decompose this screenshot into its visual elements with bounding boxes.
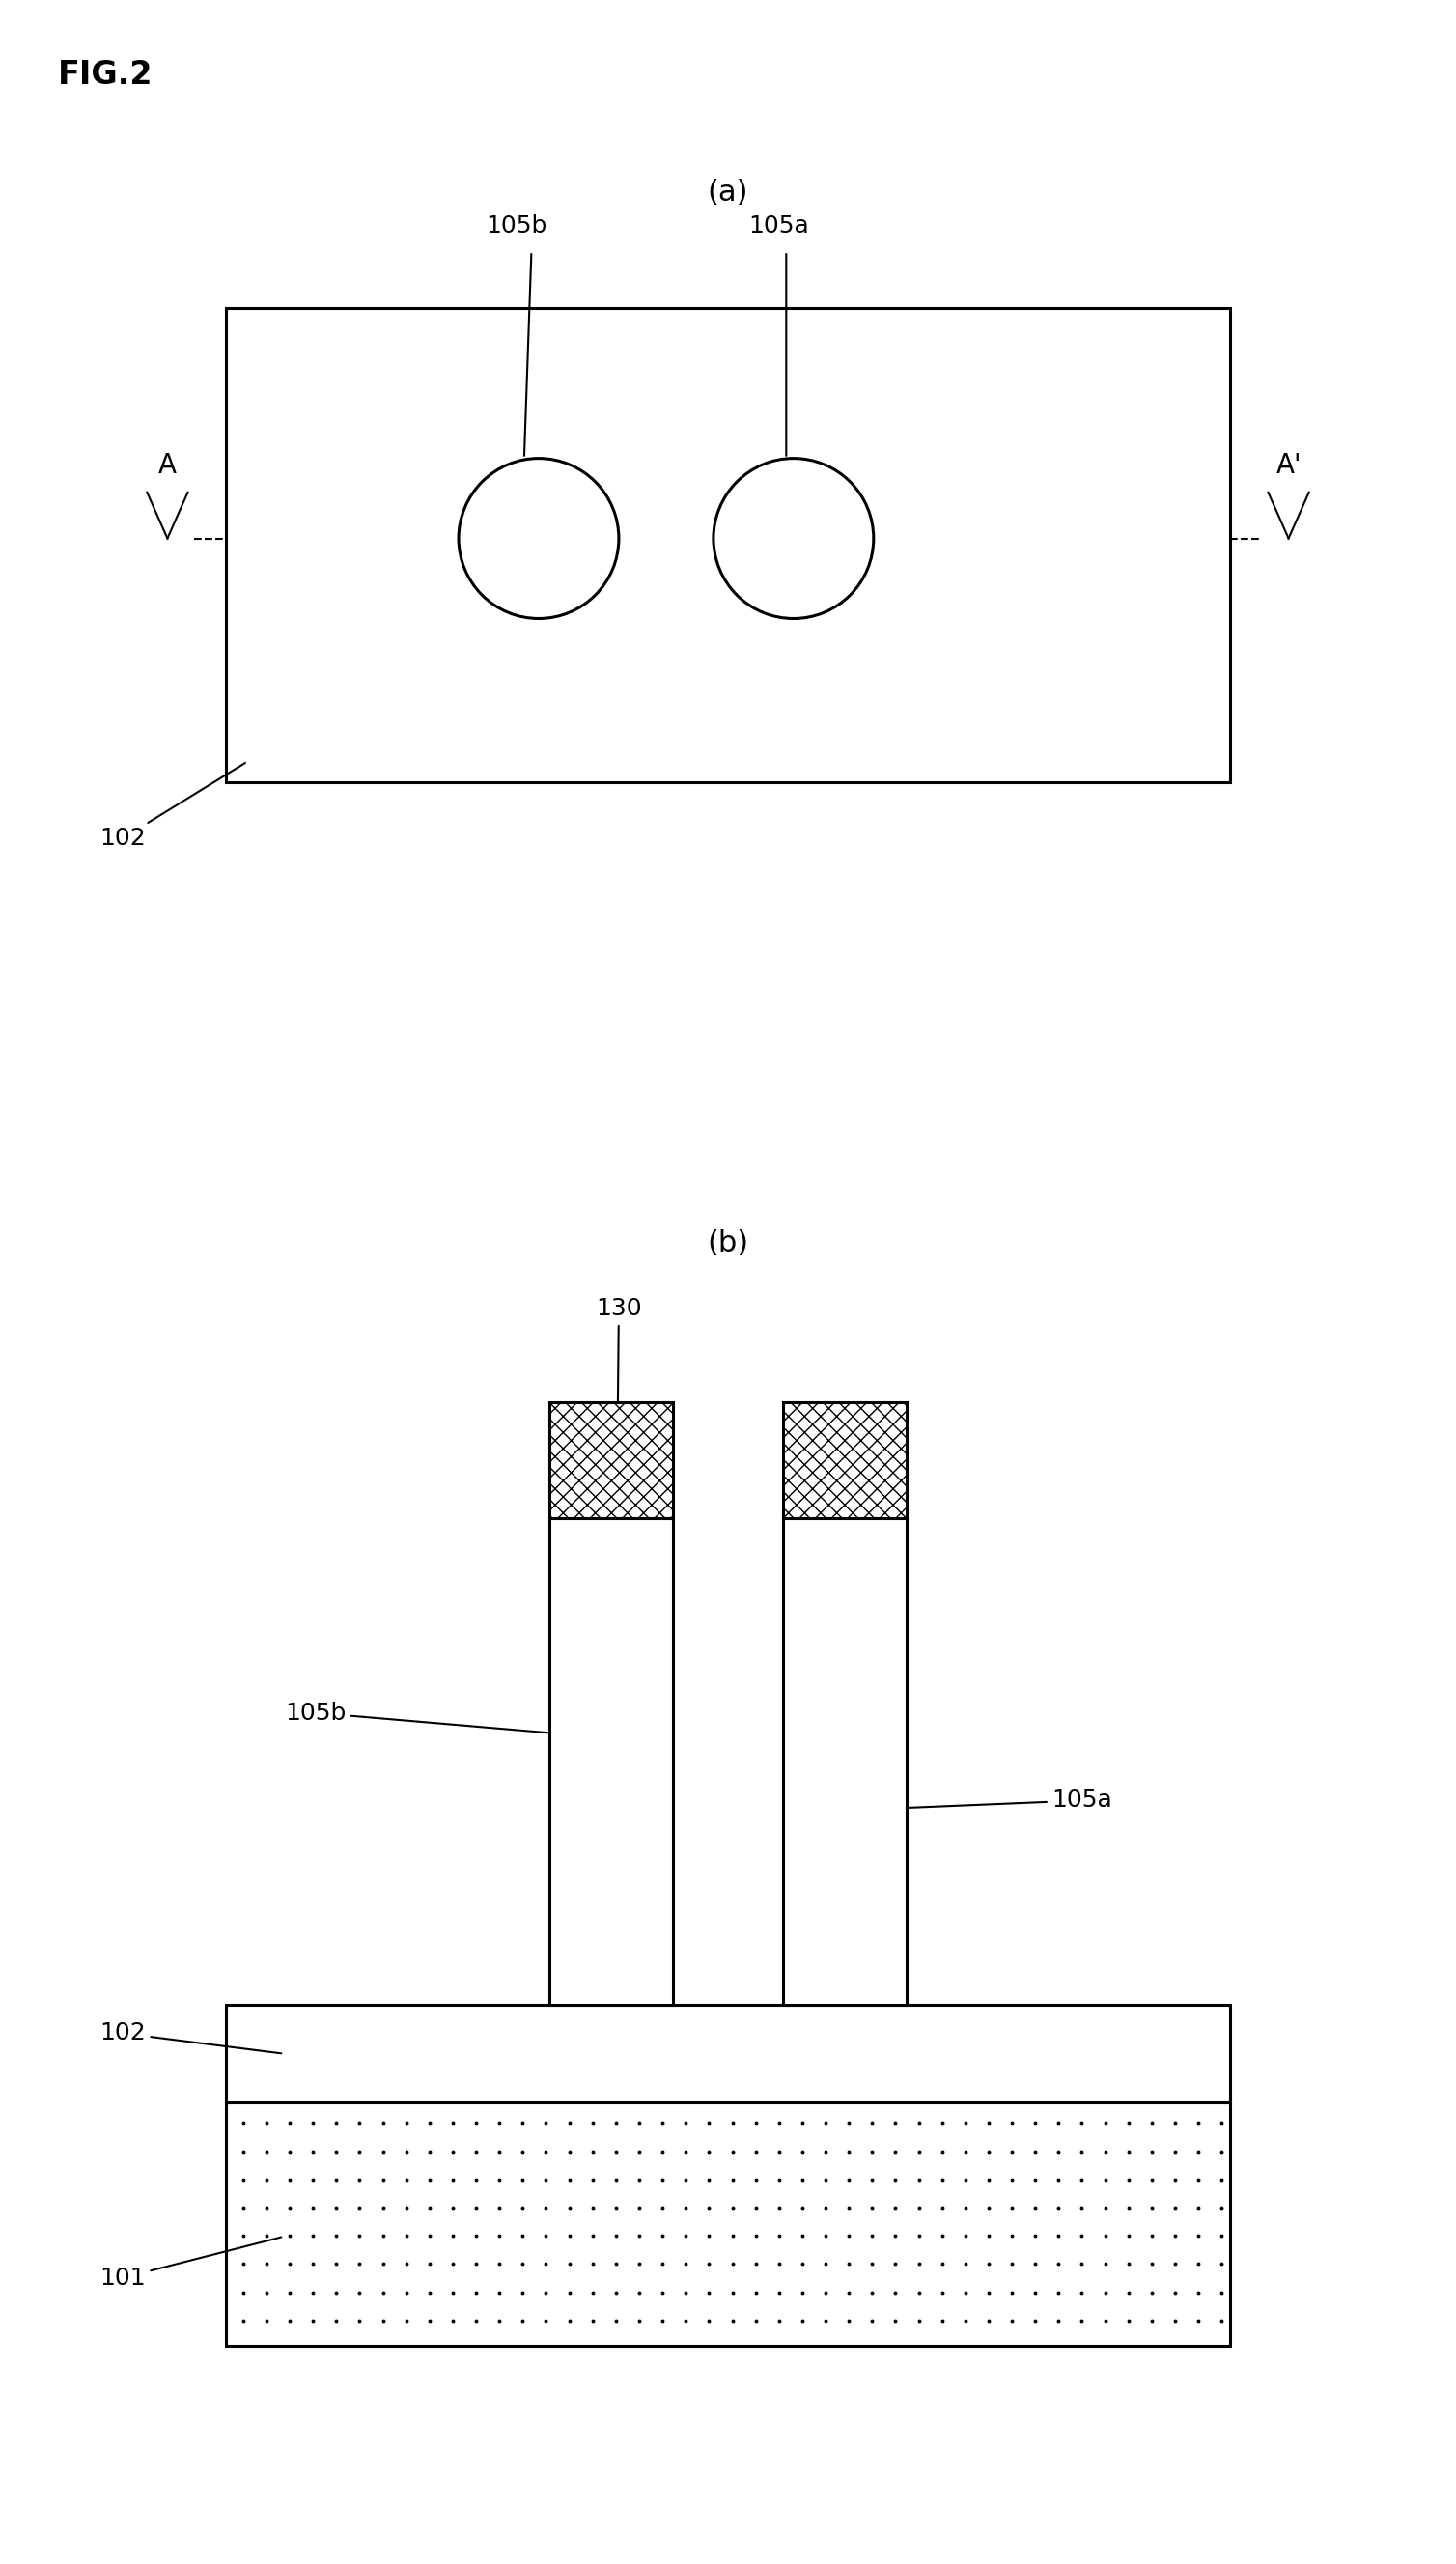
Bar bbox=[226, 2005, 1230, 2102]
Text: 105b: 105b bbox=[284, 1700, 597, 1736]
Bar bbox=[226, 308, 1230, 782]
Bar bbox=[226, 2102, 1230, 2346]
Text: 105a: 105a bbox=[748, 213, 810, 238]
Ellipse shape bbox=[713, 459, 874, 618]
Text: 102: 102 bbox=[99, 2020, 281, 2054]
Text: (a): (a) bbox=[708, 179, 748, 205]
Text: FIG.2: FIG.2 bbox=[58, 59, 153, 90]
Text: A: A bbox=[159, 451, 176, 479]
Bar bbox=[783, 1518, 906, 2005]
Text: 101: 101 bbox=[99, 2238, 281, 2290]
Bar bbox=[549, 1403, 673, 1518]
Text: 102: 102 bbox=[99, 764, 245, 851]
Bar bbox=[549, 1518, 673, 2005]
Text: 105a: 105a bbox=[853, 1790, 1112, 1813]
Text: 105b: 105b bbox=[486, 213, 547, 238]
Bar bbox=[783, 1403, 906, 1518]
Ellipse shape bbox=[459, 459, 619, 618]
Text: A': A' bbox=[1275, 451, 1302, 479]
Text: (b): (b) bbox=[708, 1231, 748, 1256]
Text: 130: 130 bbox=[596, 1297, 642, 1418]
